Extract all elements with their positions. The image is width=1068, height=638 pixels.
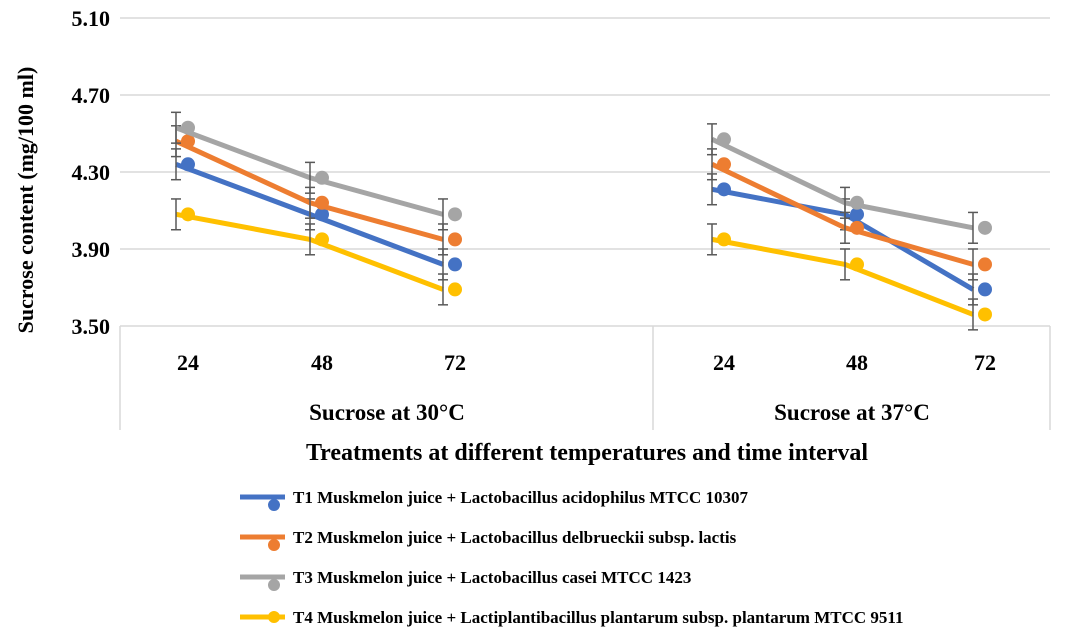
data-point: [717, 182, 731, 197]
y-tick-label: 3.50: [72, 314, 111, 339]
x-tick-label: 48: [846, 350, 868, 375]
data-point: [448, 232, 462, 247]
legend-entry: T3 Muskmelon juice + Lactobacillus casei…: [293, 568, 691, 587]
x-tick-label: 72: [974, 350, 996, 375]
data-point: [315, 195, 329, 210]
x-tick-label: 24: [713, 350, 735, 375]
data-point: [978, 220, 992, 235]
data-point: [448, 207, 462, 222]
legend-marker: [268, 611, 280, 623]
x-tick-label: 48: [311, 350, 333, 375]
y-tick-label: 5.10: [72, 6, 111, 31]
y-tick-label: 4.70: [72, 83, 111, 108]
data-point: [717, 157, 731, 172]
data-point: [448, 257, 462, 272]
data-point: [717, 232, 731, 247]
legend-entry: T2 Muskmelon juice + Lactobacillus delbr…: [293, 528, 737, 547]
data-point: [181, 120, 195, 135]
data-point: [181, 207, 195, 222]
series-T3: [171, 111, 992, 244]
legend-marker: [268, 499, 280, 511]
data-point: [850, 207, 864, 222]
data-point: [850, 195, 864, 210]
x-tick-label: 24: [177, 350, 199, 375]
series-T2: [171, 125, 992, 281]
legend-marker: [268, 539, 280, 551]
data-point: [850, 220, 864, 235]
x-tick-label: 72: [444, 350, 466, 375]
x-axis-label: Treatments at different temperatures and…: [306, 440, 868, 466]
y-tick-label: 4.30: [72, 160, 111, 185]
data-point: [315, 170, 329, 185]
data-point: [978, 307, 992, 322]
data-point: [448, 282, 462, 297]
data-point: [978, 257, 992, 272]
data-point: [850, 257, 864, 272]
data-point: [978, 282, 992, 297]
legend-marker: [268, 579, 280, 591]
group-label: Sucrose at 37°C: [774, 400, 930, 425]
series-T4: [171, 198, 992, 331]
y-tick-label: 3.90: [72, 237, 111, 262]
group-label: Sucrose at 30°C: [309, 400, 465, 425]
data-point: [181, 157, 195, 172]
y-axis-label: Sucrose content (mg/100 ml): [13, 67, 38, 334]
data-point: [717, 132, 731, 147]
data-point: [315, 232, 329, 247]
legend-entry: T1 Muskmelon juice + Lactobacillus acido…: [293, 488, 749, 507]
legend-entry: T4 Muskmelon juice + Lactiplantibacillus…: [293, 608, 903, 627]
data-point: [315, 207, 329, 222]
data-point: [181, 134, 195, 149]
